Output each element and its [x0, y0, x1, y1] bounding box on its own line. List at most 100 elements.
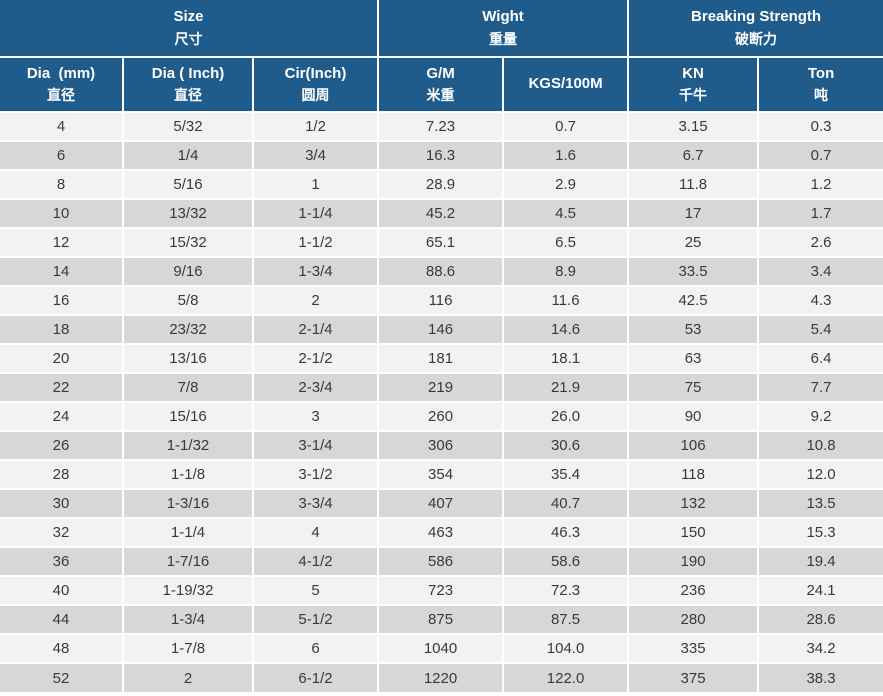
table-cell: 13.5: [757, 488, 883, 518]
table-row: 26 1-1/32 3-1/4 306 30.6 106 10.8: [0, 430, 883, 460]
table-cell: 3.15: [627, 111, 759, 141]
table-cell: 24.1: [757, 575, 883, 605]
table-cell: 10: [0, 198, 123, 228]
table-cell: 0.3: [757, 111, 883, 141]
table-cell: 40.7: [502, 488, 629, 518]
group-header-size-zh: 尺寸: [174, 30, 203, 47]
table-cell: 6.7: [627, 140, 759, 170]
table-cell: 15.3: [757, 517, 883, 547]
table-cell: 8: [0, 169, 123, 199]
table-cell: 1-7/16: [122, 546, 253, 576]
table-cell: 42.5: [627, 285, 759, 315]
table-cell: 12.0: [757, 459, 883, 489]
table-cell: 4-1/2: [251, 546, 379, 576]
table-cell: 15/32: [122, 227, 253, 257]
table-cell: 5-1/2: [251, 604, 379, 634]
table-cell: 6.4: [757, 343, 883, 373]
column-header-kn: KN 千牛: [627, 56, 759, 112]
table-cell: 2: [122, 662, 253, 692]
table-cell: 104.0: [502, 633, 629, 663]
table-cell: 1-1/4: [122, 517, 253, 547]
table-cell: 35.4: [502, 459, 629, 489]
table-row: 10 13/32 1-1/4 45.2 4.5 17 1.7: [0, 198, 883, 228]
table-cell: 1040: [377, 633, 504, 663]
table-cell: 407: [377, 488, 504, 518]
table-cell: 3-1/4: [251, 430, 379, 460]
table-cell: 354: [377, 459, 504, 489]
table-cell: 58.6: [502, 546, 629, 576]
table-cell: 2-3/4: [251, 372, 379, 402]
table-cell: 5/8: [122, 285, 253, 315]
table-cell: 190: [627, 546, 759, 576]
table-cell: 15/16: [122, 401, 253, 431]
table-cell: 18: [0, 314, 123, 344]
table-cell: 28.6: [757, 604, 883, 634]
table-cell: 5.4: [757, 314, 883, 344]
table-cell: 106: [627, 430, 759, 460]
column-header-dia-inch: Dia ( Inch) 直径: [122, 56, 253, 112]
table-cell: 16.3: [377, 140, 504, 170]
table-cell: 4: [0, 111, 123, 141]
table-cell: 22: [0, 372, 123, 402]
table-cell: 24: [0, 401, 123, 431]
group-header-breaking-strength-zh: 破断力: [735, 30, 778, 47]
table-cell: 18.1: [502, 343, 629, 373]
table-cell: 1-19/32: [122, 575, 253, 605]
table-cell: 1220: [377, 662, 504, 692]
group-header-weight-zh: 重量: [489, 30, 518, 47]
table-cell: 30.6: [502, 430, 629, 460]
table-cell: 6: [0, 140, 123, 170]
table-cell: 6: [251, 633, 379, 663]
table-cell: 1: [251, 169, 379, 199]
table-header: Size 尺寸 Wight 重量 Breaking Strength 破断力 D…: [0, 0, 883, 112]
table-cell: 28: [0, 459, 123, 489]
table-cell: 0.7: [502, 111, 629, 141]
table-cell: 1/4: [122, 140, 253, 170]
table-cell: 48: [0, 633, 123, 663]
table-cell: 5/32: [122, 111, 253, 141]
table-cell: 1.7: [757, 198, 883, 228]
table-row: 24 15/16 3 260 26.0 90 9.2: [0, 401, 883, 431]
table-row: 4 5/32 1/2 7.23 0.7 3.15 0.3: [0, 111, 883, 141]
table-cell: 1-1/32: [122, 430, 253, 460]
table-cell: 72.3: [502, 575, 629, 605]
table-cell: 7.23: [377, 111, 504, 141]
table-cell: 260: [377, 401, 504, 431]
table-cell: 1-1/8: [122, 459, 253, 489]
table-cell: 181: [377, 343, 504, 373]
table-cell: 14.6: [502, 314, 629, 344]
table-row: 14 9/16 1-3/4 88.6 8.9 33.5 3.4: [0, 256, 883, 286]
table-cell: 26.0: [502, 401, 629, 431]
table-cell: 32: [0, 517, 123, 547]
group-header-weight-en: Wight: [482, 8, 524, 26]
column-header-cir-inch: Cir(Inch) 圆周: [251, 56, 379, 112]
table-row: 40 1-19/32 5 723 72.3 236 24.1: [0, 575, 883, 605]
group-header-breaking-strength-en: Breaking Strength: [691, 8, 822, 26]
table-cell: 38.3: [757, 662, 883, 692]
table-row: 18 23/32 2-1/4 146 14.6 53 5.4: [0, 314, 883, 344]
table-cell: 1.2: [757, 169, 883, 199]
table-cell: 7/8: [122, 372, 253, 402]
table-cell: 53: [627, 314, 759, 344]
table-row: 22 7/8 2-3/4 219 21.9 75 7.7: [0, 372, 883, 402]
table-cell: 46.3: [502, 517, 629, 547]
table-row: 6 1/4 3/4 16.3 1.6 6.7 0.7: [0, 140, 883, 170]
table-row: 12 15/32 1-1/2 65.1 6.5 25 2.6: [0, 227, 883, 257]
group-header-breaking-strength: Breaking Strength 破断力: [627, 0, 883, 57]
table-cell: 88.6: [377, 256, 504, 286]
table-cell: 45.2: [377, 198, 504, 228]
table-cell: 21.9: [502, 372, 629, 402]
table-row: 30 1-3/16 3-3/4 407 40.7 132 13.5: [0, 488, 883, 518]
table-cell: 150: [627, 517, 759, 547]
table-row: 28 1-1/8 3-1/2 354 35.4 118 12.0: [0, 459, 883, 489]
column-header-row: Dia (mm) 直径 Dia ( Inch) 直径 Cir(Inch) 圆周 …: [0, 56, 883, 112]
table-row: 36 1-7/16 4-1/2 586 58.6 190 19.4: [0, 546, 883, 576]
table-cell: 3-1/2: [251, 459, 379, 489]
column-header-dia-mm: Dia (mm) 直径: [0, 56, 123, 112]
table-cell: 2.6: [757, 227, 883, 257]
table-cell: 1-3/16: [122, 488, 253, 518]
table-cell: 3/4: [251, 140, 379, 170]
table-cell: 6.5: [502, 227, 629, 257]
